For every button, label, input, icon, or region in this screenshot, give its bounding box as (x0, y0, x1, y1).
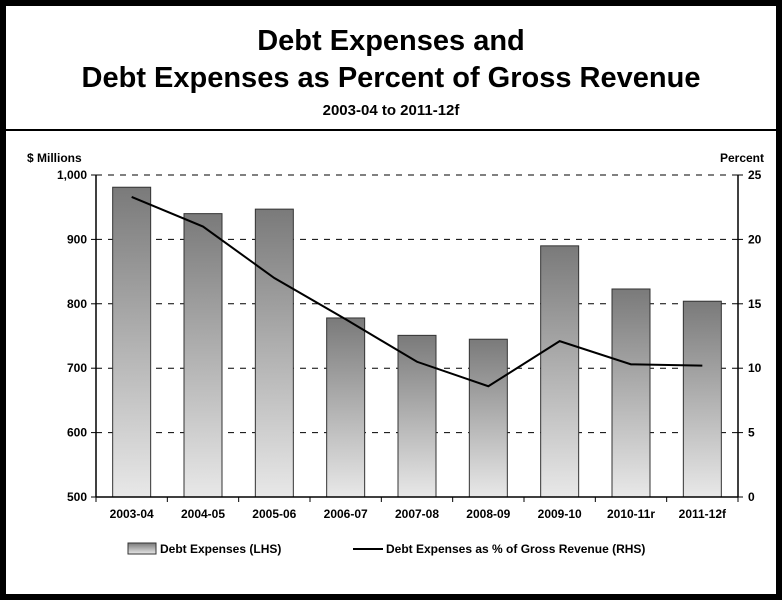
bar-debt-expenses (611, 288, 651, 498)
left-tick-label: 700 (67, 361, 87, 375)
right-tick-label: 25 (748, 168, 762, 182)
x-tick-label: 2006-07 (324, 507, 368, 521)
legend-swatch-bar (127, 542, 157, 555)
x-tick-label: 2007-08 (395, 507, 439, 521)
x-tick-label: 2009-10 (538, 507, 582, 521)
bar-debt-expenses (682, 300, 722, 498)
x-tick-label: 2003-04 (110, 507, 154, 521)
x-tick-label: 2008-09 (466, 507, 510, 521)
chart-title-line-2: Debt Expenses as Percent of Gross Revenu… (81, 62, 701, 94)
legend-label-bar: Debt Expenses (LHS) (160, 542, 281, 556)
bar-debt-expenses (254, 208, 294, 498)
bar-debt-expenses (540, 245, 580, 498)
bar-debt-expenses (468, 338, 508, 498)
right-tick-label: 0 (748, 490, 755, 504)
x-tick-label: 2004-05 (181, 507, 225, 521)
bar-debt-expenses (183, 213, 223, 498)
right-axis-title: Percent (720, 151, 764, 165)
line-debt-expenses-percent (131, 195, 703, 388)
left-tick-label: 800 (67, 297, 87, 311)
chart-title-line-1: Debt Expenses and (257, 25, 525, 57)
right-tick-label: 20 (748, 232, 762, 246)
left-tick-label: 1,000 (57, 168, 87, 182)
left-axis-title: $ Millions (27, 151, 82, 165)
right-tick-label: 5 (748, 426, 755, 440)
legend-label-line: Debt Expenses as % of Gross Revenue (RHS… (386, 542, 645, 556)
x-tick-label: 2011-12f (679, 507, 727, 521)
chart-subtitle: 2003-04 to 2011-12f (322, 102, 460, 119)
x-tick-label: 2005-06 (252, 507, 296, 521)
x-tick-label: 2010-11r (607, 507, 655, 521)
right-tick-label: 15 (748, 297, 762, 311)
bar-debt-expenses (397, 334, 437, 498)
left-tick-label: 900 (67, 232, 87, 246)
bar-debt-expenses (112, 186, 152, 498)
right-tick-label: 10 (748, 361, 762, 375)
bar-debt-expenses (326, 317, 366, 498)
left-tick-label: 500 (67, 490, 87, 504)
left-tick-label: 600 (67, 426, 87, 440)
chart-header: Debt Expenses and Debt Expenses as Perce… (6, 6, 776, 131)
